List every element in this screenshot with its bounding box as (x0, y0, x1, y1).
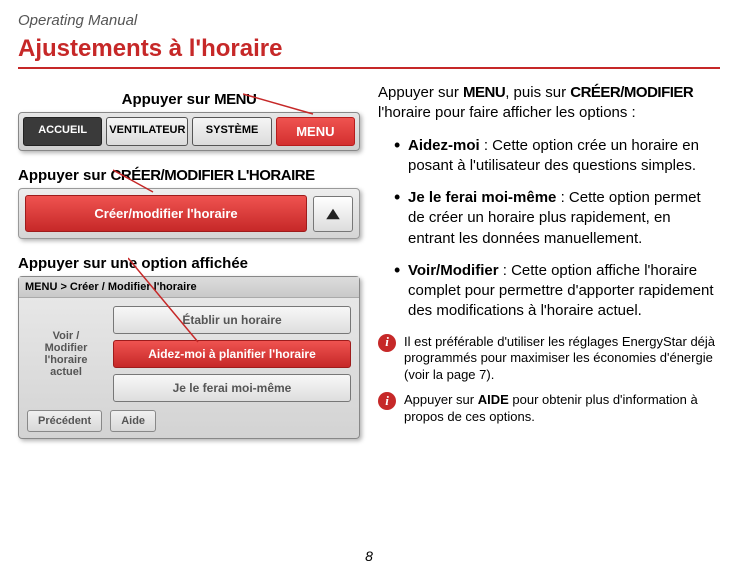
tab-systeme[interactable]: SYSTÈME (192, 117, 271, 146)
card-help-me[interactable]: Aidez-moi à planifier l'horaire (113, 340, 351, 368)
side-option-view-modify[interactable]: Voir / Modifier l'horaire actuel (27, 306, 105, 402)
caption-menu-pre: Appuyer sur (122, 91, 215, 108)
triangle-up-icon (324, 205, 342, 223)
b3-title: Voir/Modifier (408, 262, 499, 279)
page-number: 8 (365, 548, 373, 564)
lead-paragraph: Appuyer sur MENU, puis sur CRÉER/MODIFIE… (378, 83, 720, 124)
lead-1: Appuyer sur (378, 84, 463, 101)
lead-m1: MENU (463, 84, 505, 101)
list-item: Voir/Modifier : Cette option affiche l'h… (394, 261, 720, 322)
schedule-panel: MENU > Créer / Modifier l'horaire Voir /… (18, 276, 360, 439)
tab-menu[interactable]: MENU (276, 117, 355, 146)
caption-menu: Appuyer sur MENU (18, 91, 360, 108)
tab-ventilateur[interactable]: VENTILATEUR (106, 117, 188, 146)
b2-title: Je le ferai moi-même (408, 189, 556, 206)
b1-title: Aidez-moi (408, 137, 480, 154)
caption-creer: Appuyer sur CRÉER/MODIFIER L'HORAIRE (18, 167, 360, 184)
note1-text: Il est préférable d'utiliser les réglage… (404, 334, 720, 385)
card-establish[interactable]: Établir un horaire (113, 306, 351, 334)
info-icon: i (378, 392, 396, 410)
note2-a: Appuyer sur (404, 392, 478, 407)
tab-bar: ACCUEIL VENTILATEUR SYSTÈME MENU (18, 112, 360, 151)
note-aide: i Appuyer sur AIDE pour obtenir plus d'i… (378, 392, 720, 426)
panel-breadcrumb: MENU > Créer / Modifier l'horaire (19, 277, 359, 298)
caption-creer-pre: Appuyer sur (18, 167, 111, 184)
caption-creer-mono: CRÉER/MODIFIER L'HORAIRE (111, 167, 315, 184)
lead-m2: CRÉER/MODIFIER (570, 84, 693, 101)
note2-text: Appuyer sur AIDE pour obtenir plus d'inf… (404, 392, 720, 426)
tab-accueil[interactable]: ACCUEIL (23, 117, 102, 146)
caption-menu-mono: MENU (214, 91, 256, 108)
lead-2: , puis sur (505, 84, 570, 101)
caption-option: Appuyer sur une option affichée (18, 255, 360, 272)
card-myself[interactable]: Je le ferai moi-même (113, 374, 351, 402)
aide-button[interactable]: Aide (110, 410, 156, 432)
list-item: Aidez-moi : Cette option crée un horaire… (394, 136, 720, 177)
prev-button[interactable]: Précédent (27, 410, 102, 432)
up-arrow-button[interactable] (313, 196, 353, 232)
doc-header: Operating Manual (18, 12, 720, 29)
create-modify-button[interactable]: Créer/modifier l'horaire (25, 195, 307, 232)
info-icon: i (378, 334, 396, 352)
note2-m: AIDE (478, 392, 509, 407)
lead-3: l'horaire pour faire afficher les option… (378, 104, 636, 121)
page-title: Ajustements à l'horaire (18, 35, 720, 69)
option-list: Aidez-moi : Cette option crée un horaire… (378, 136, 720, 322)
note-energystar: i Il est préférable d'utiliser les régla… (378, 334, 720, 385)
create-modify-bar: Créer/modifier l'horaire (18, 188, 360, 239)
list-item: Je le ferai moi-même : Cette option perm… (394, 188, 720, 249)
